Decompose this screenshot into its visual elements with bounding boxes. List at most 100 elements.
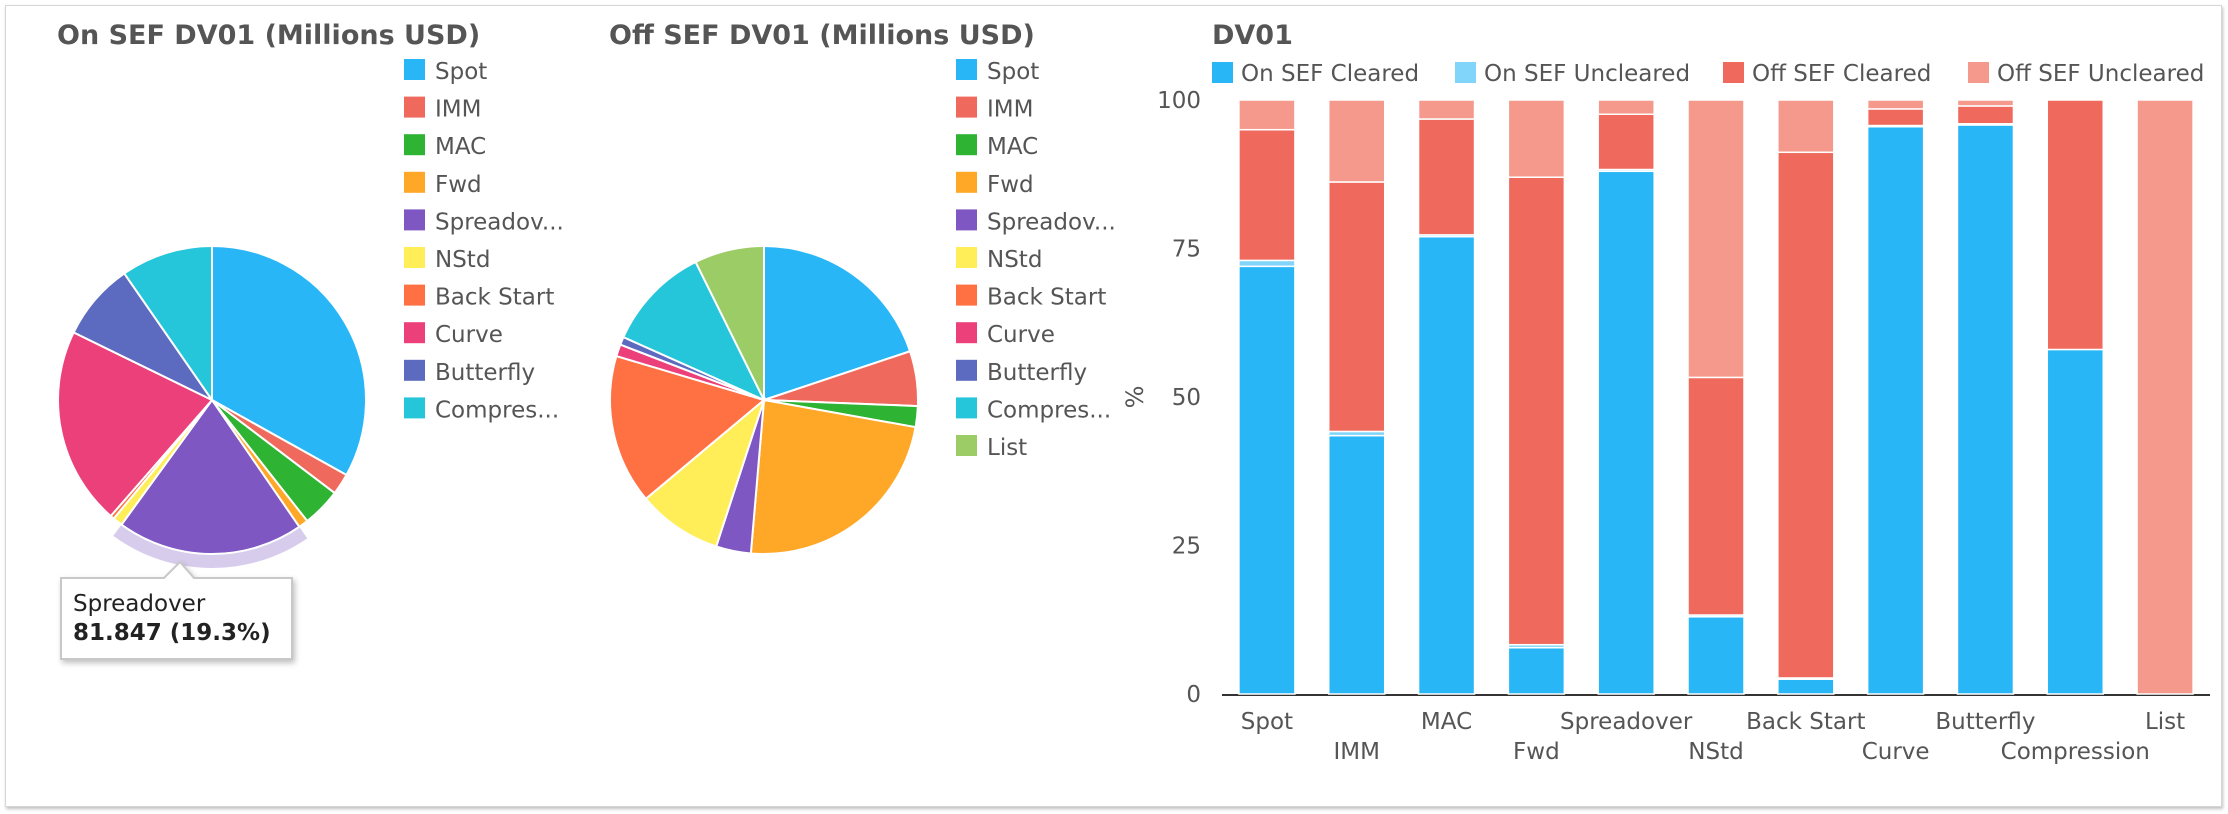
dv01-title: DV01: [1212, 20, 1293, 51]
bar-fwd-on-sef-cleared[interactable]: [1507, 646, 1566, 695]
off-sef-slice-list[interactable]: [694, 244, 765, 401]
x-tick-label-imm: IMM: [1333, 739, 1379, 765]
y-tick-label-25: 25: [1172, 534, 1201, 560]
bar-butterfly-on-sef-cleared[interactable]: [1956, 124, 2015, 695]
on-sef-legend-item-spot[interactable]: Spot: [404, 59, 487, 85]
x-tick-label-back-start: Back Start: [1746, 709, 1865, 735]
bar-spreadover-off-sef-cleared[interactable]: [1597, 113, 1655, 171]
on-sef-title: On SEF DV01 (Millions USD): [57, 20, 480, 51]
off-sef-legend-item-back-start[interactable]: Back Start: [956, 284, 1106, 311]
off-sef-legend-label: Back Start: [987, 285, 1106, 311]
bar-spot-on-sef-uncleared[interactable]: [1238, 259, 1296, 268]
bar-mac-off-sef-cleared[interactable]: [1417, 118, 1476, 236]
x-tick-label-mac: MAC: [1421, 709, 1472, 735]
off-sef-slice-spot[interactable]: [763, 244, 912, 402]
on-sef-legend-item-imm[interactable]: IMM: [404, 96, 481, 123]
bar-curve-on-sef-cleared[interactable]: [1866, 125, 1925, 695]
on-sef-legend-swatch: [404, 247, 425, 268]
off-sef-legend-item-butterfly[interactable]: Butterfly: [956, 359, 1087, 386]
dv01-legend: On SEF Cleared On SEF Uncleared Off SEF Cl…: [1212, 61, 2204, 87]
bar-compression-on-sef-cleared[interactable]: [2046, 348, 2105, 695]
off-sef-legend-item-compression[interactable]: Compres...: [956, 397, 1111, 423]
bar-nstd-off-sef-cleared[interactable]: [1687, 376, 1745, 616]
on-sef-legend-item-back-start[interactable]: Back Start: [404, 284, 554, 311]
bar-mac-off-sef-uncleared[interactable]: [1417, 99, 1476, 120]
on-sef-slice-compression[interactable]: [122, 244, 213, 404]
bar-back-start-off-sef-uncleared[interactable]: [1777, 99, 1835, 154]
off-sef-slice-fwd[interactable]: [749, 398, 917, 555]
off-sef-legend-item-imm[interactable]: IMM: [956, 96, 1033, 123]
bar-fwd-off-sef-cleared[interactable]: [1507, 176, 1566, 646]
on-sef-legend-label: Back Start: [435, 285, 554, 311]
dv01-legend-item-on-sef-cleared[interactable]: On SEF Cleared: [1212, 61, 1419, 87]
on-sef-legend-label: Curve: [435, 322, 503, 348]
on-sef-legend-item-curve[interactable]: Curve: [404, 322, 503, 348]
bar-nstd-on-sef-cleared[interactable]: [1687, 616, 1745, 695]
off-sef-legend-label: List: [987, 435, 1027, 461]
dv01-legend-item-on-sef-uncleared[interactable]: On SEF Uncleared: [1455, 61, 1690, 87]
on-sef-legend-swatch: [404, 171, 425, 193]
on-sef-legend: Spot IMM MAC Fwd Spreadov... NStd Back Start Cu…: [404, 59, 564, 423]
off-sef-slice-compression[interactable]: [622, 260, 767, 403]
off-sef-legend-swatch: [956, 134, 977, 156]
on-sef-legend-swatch: [404, 322, 425, 344]
bar-curve-off-sef-uncleared[interactable]: [1866, 99, 1925, 110]
bar-spot-off-sef-uncleared[interactable]: [1238, 99, 1296, 131]
bar-butterfly-off-sef-uncleared[interactable]: [1956, 99, 2015, 107]
x-tick-label-compression: Compression: [2001, 739, 2150, 765]
bar-back-start-off-sef-cleared[interactable]: [1777, 151, 1835, 679]
off-sef-legend-swatch: [956, 397, 977, 419]
x-tick-label-fwd: Fwd: [1513, 739, 1560, 765]
on-sef-legend-swatch: [404, 284, 425, 306]
off-sef-legend-item-spot[interactable]: Spot: [956, 59, 1039, 85]
off-sef-legend-item-spreadover[interactable]: Spreadov...: [956, 209, 1116, 235]
y-tick-label-100: 100: [1157, 88, 1201, 114]
off-sef-legend-label: Fwd: [987, 172, 1034, 198]
bar-curve-off-sef-cleared[interactable]: [1866, 108, 1925, 127]
bar-compression-off-sef-cleared[interactable]: [2046, 99, 2105, 351]
on-sef-slice-spot[interactable]: [211, 244, 367, 477]
bar-spreadover-on-sef-cleared[interactable]: [1597, 170, 1655, 695]
bar-spot-off-sef-cleared[interactable]: [1238, 128, 1296, 262]
bar-spot-on-sef-cleared[interactable]: [1238, 265, 1296, 695]
bar-nstd-off-sef-uncleared[interactable]: [1687, 99, 1745, 379]
off-sef-legend-item-fwd[interactable]: Fwd: [956, 171, 1034, 198]
y-tick-label-50: 50: [1172, 385, 1201, 411]
y-tick-label-0: 0: [1186, 682, 1201, 708]
bar-back-start-on-sef-cleared[interactable]: [1777, 678, 1835, 695]
bar-imm-on-sef-cleared[interactable]: [1327, 434, 1386, 695]
off-sef-legend-swatch: [956, 171, 977, 193]
off-sef-legend-item-list[interactable]: List: [956, 435, 1027, 461]
off-sef-legend-item-curve[interactable]: Curve: [956, 322, 1055, 348]
on-sef-legend-item-nstd[interactable]: NStd: [404, 247, 490, 273]
bar-imm-off-sef-uncleared[interactable]: [1327, 99, 1386, 183]
on-sef-legend-swatch: [404, 359, 425, 381]
dv01-legend-label: Off SEF Cleared: [1752, 61, 1931, 87]
on-sef-slice-spreadover[interactable]: [120, 398, 301, 555]
dv01-bars: [1238, 99, 2194, 695]
off-sef-legend-item-nstd[interactable]: NStd: [956, 247, 1042, 273]
bar-butterfly-off-sef-cleared[interactable]: [1956, 105, 2015, 125]
dv01-legend-item-off-sef-cleared[interactable]: Off SEF Cleared: [1723, 61, 1931, 87]
on-sef-legend-item-spreadover[interactable]: Spreadov...: [404, 209, 564, 235]
on-sef-legend-item-fwd[interactable]: Fwd: [404, 171, 482, 198]
off-sef-slice-nstd[interactable]: [644, 396, 767, 548]
on-sef-legend-item-butterfly[interactable]: Butterfly: [404, 359, 535, 386]
x-tick-label-spot: Spot: [1241, 709, 1293, 735]
off-sef-legend-item-mac[interactable]: MAC: [956, 134, 1038, 160]
off-sef-slice-back-start[interactable]: [609, 354, 767, 501]
dashboard-panel: [5, 5, 2222, 807]
bar-spreadover-off-sef-uncleared[interactable]: [1597, 99, 1655, 116]
on-sef-legend-item-mac[interactable]: MAC: [404, 134, 486, 160]
on-sef-legend-swatch: [404, 59, 425, 80]
bar-list-off-sef-uncleared[interactable]: [2136, 99, 2194, 695]
dv01-legend-item-off-sef-uncleared[interactable]: Off SEF Uncleared: [1968, 61, 2204, 87]
on-sef-legend-item-compression[interactable]: Compres...: [404, 397, 559, 423]
bar-mac-on-sef-cleared[interactable]: [1417, 235, 1476, 695]
on-sef-legend-label: IMM: [435, 97, 481, 123]
on-sef-legend-label: Compres...: [435, 397, 559, 423]
bar-imm-off-sef-cleared[interactable]: [1327, 181, 1386, 433]
on-sef-slice-curve[interactable]: [57, 331, 214, 518]
bar-fwd-off-sef-uncleared[interactable]: [1507, 99, 1566, 178]
